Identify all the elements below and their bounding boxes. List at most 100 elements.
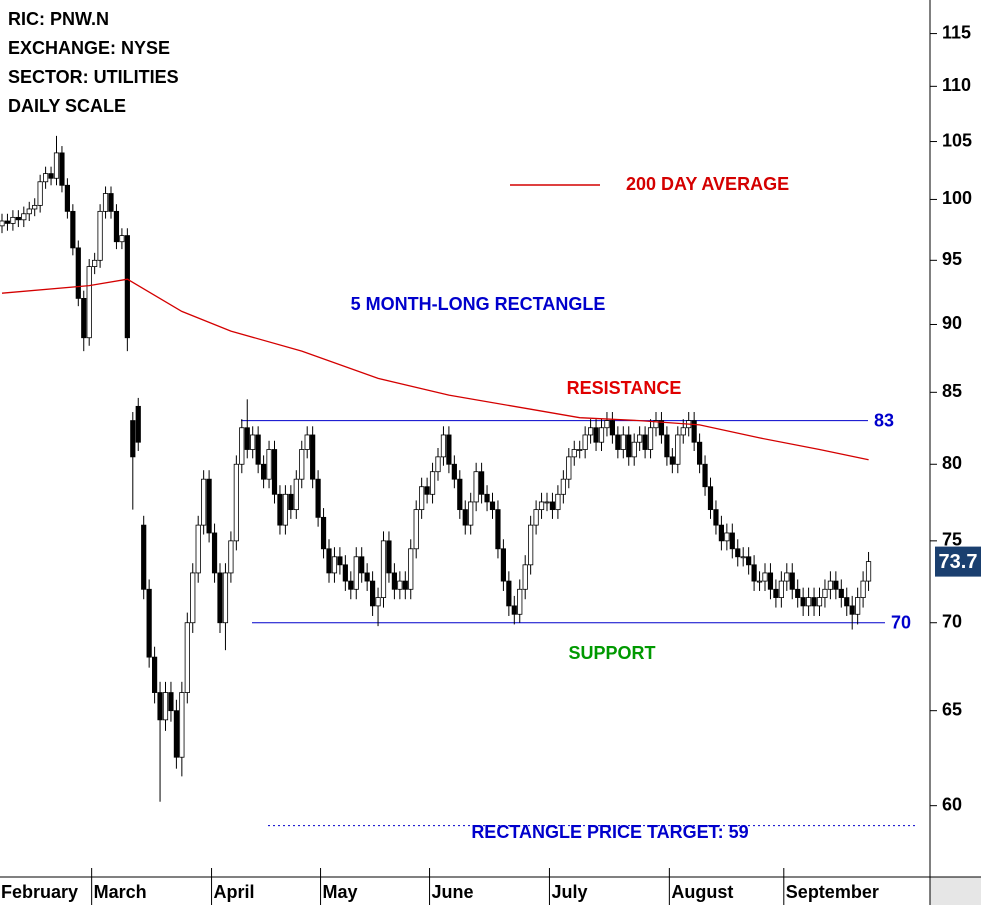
candle-body — [538, 501, 545, 511]
candle-body — [506, 580, 512, 607]
candle-body — [135, 405, 141, 443]
candle-body — [151, 656, 158, 693]
candle-body — [217, 572, 223, 624]
header-line: SECTOR: UTILITIES — [8, 67, 179, 87]
candle-body — [806, 597, 812, 607]
candle-body — [326, 548, 332, 574]
candle-body — [680, 427, 686, 436]
candle-body — [173, 710, 179, 758]
x-tick-label: September — [786, 882, 879, 902]
candle-body — [691, 420, 697, 443]
annotation: RECTANGLE PRICE TARGET: 59 — [471, 822, 748, 842]
y-tick-label: 100 — [942, 188, 972, 208]
candle-body — [364, 572, 370, 582]
candle-body — [865, 561, 872, 582]
candle-body — [735, 548, 741, 558]
candle-body — [800, 597, 806, 607]
candle-body — [157, 692, 163, 721]
candle-body — [310, 434, 316, 480]
level-label: 83 — [874, 410, 894, 430]
legend-label: 200 DAY AVERAGE — [626, 174, 789, 194]
candle-body — [762, 572, 768, 582]
candle-body — [631, 441, 637, 458]
candle-body — [822, 588, 828, 598]
y-tick-label: 85 — [942, 381, 962, 401]
last-price-label: 73.7 — [939, 551, 978, 573]
candle-body — [658, 420, 665, 436]
y-tick-label: 70 — [942, 611, 962, 631]
candle-body — [4, 220, 11, 224]
candle-body — [702, 463, 708, 488]
candle-body — [626, 434, 632, 458]
candle-body — [849, 605, 855, 615]
candle-body — [713, 509, 719, 526]
candle-body — [860, 580, 866, 598]
candle-body — [195, 524, 201, 574]
candle-body — [380, 540, 387, 598]
candle-body — [560, 478, 566, 495]
candle-body — [386, 540, 392, 574]
candle-body — [402, 580, 408, 590]
candle-body — [108, 193, 114, 212]
candle-body — [102, 193, 109, 212]
candle-body — [577, 449, 583, 451]
x-tick-label: February — [1, 882, 78, 902]
header-line: RIC: PNW.N — [8, 9, 109, 29]
candle-body — [124, 235, 130, 339]
annotation: RESISTANCE — [567, 378, 682, 398]
candle-body — [250, 434, 256, 450]
y-tick-label: 105 — [942, 130, 972, 150]
level-label: 70 — [891, 612, 911, 632]
candle-body — [419, 486, 425, 511]
candle-body — [729, 532, 735, 550]
candle-body — [740, 556, 746, 559]
candle-body — [816, 597, 823, 607]
candle-body — [435, 456, 441, 473]
candle-body — [697, 441, 703, 465]
candle-body — [348, 580, 354, 590]
candle-body — [528, 524, 534, 566]
candle-body — [468, 501, 474, 526]
candle-body — [141, 524, 147, 590]
y-tick-label: 65 — [942, 699, 962, 719]
candle-body — [179, 692, 185, 758]
candle-body — [408, 548, 414, 590]
candle-body — [10, 216, 16, 224]
candle-body — [130, 420, 136, 458]
candle-body — [424, 486, 430, 495]
candle-body — [615, 434, 621, 450]
candle-body — [48, 173, 54, 179]
y-tick-label: 115 — [942, 22, 971, 42]
candle-body — [604, 420, 610, 429]
candle-body — [544, 501, 550, 504]
candle-body — [446, 434, 452, 465]
candle-body — [838, 588, 844, 598]
candle-body — [598, 427, 605, 443]
candle-body — [653, 420, 659, 429]
candle-body — [833, 580, 839, 590]
candle-body — [773, 588, 779, 598]
candle-body — [451, 463, 457, 480]
y-tick-label: 110 — [942, 75, 971, 95]
x-tick-label: August — [671, 882, 733, 902]
last-price-box — [935, 546, 981, 577]
candle-body — [255, 434, 261, 465]
candle-body — [211, 532, 218, 574]
candle-body — [827, 580, 834, 590]
candle-body — [206, 478, 212, 534]
candle-body — [233, 463, 239, 542]
candle-body — [517, 588, 523, 615]
candle-body — [484, 493, 490, 503]
candle-body — [620, 434, 626, 450]
candle-body — [429, 471, 436, 495]
candle-body — [844, 597, 850, 607]
candle-body — [751, 564, 757, 582]
candle-body — [718, 524, 725, 542]
candle-body — [489, 501, 496, 511]
candle-body — [244, 427, 250, 450]
candle-body — [0, 220, 5, 227]
candle-body — [119, 235, 125, 243]
candle-body — [440, 434, 447, 458]
x-tick-label: July — [551, 882, 587, 902]
candle-body — [315, 478, 321, 518]
